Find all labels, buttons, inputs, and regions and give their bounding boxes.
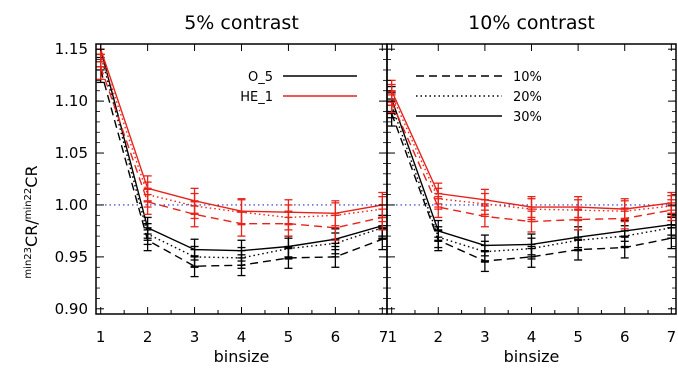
error-bar (284, 210, 293, 237)
error-bar (480, 205, 489, 228)
error-bar (667, 199, 676, 222)
x-tick-label: 2 (143, 328, 153, 346)
y-axis-label-sup2: min22 (23, 188, 34, 220)
error-bar (387, 91, 396, 114)
x-tick-label: 5 (573, 328, 583, 346)
error-bar (434, 229, 443, 252)
x-tick-label: 4 (527, 328, 537, 346)
x-tick-label: 1 (388, 328, 398, 346)
error-bar (574, 208, 583, 231)
error-bar (620, 207, 629, 230)
legend-styles: 10% 20% 30% (416, 70, 542, 125)
error-bar (190, 201, 199, 228)
legend-label: HE_1 (240, 90, 273, 105)
error-bar (480, 250, 489, 273)
x-tick-label: 3 (190, 328, 200, 346)
error-bar (574, 238, 583, 261)
error-bar (378, 228, 387, 251)
error-bar (620, 236, 629, 259)
y-tick-label: 0.90 (55, 300, 88, 318)
series-group (96, 44, 387, 278)
error-bar (331, 245, 340, 268)
panel-1: 5% contrast 1 2 3 4 5 6 7 0.90 0.95 1.00 1.05 1.10 1.… (55, 12, 389, 366)
x-tick-label: 5 (284, 328, 294, 346)
y-tick-label: 1.05 (55, 144, 88, 162)
x-axis-label: binsize (214, 347, 270, 366)
x-tick-label: 7 (667, 328, 677, 346)
y-axis-label: min23CR/min22CR (22, 165, 41, 278)
error-bar (237, 210, 246, 237)
legend-label: 10% (513, 70, 542, 85)
x-tick-label: 1 (96, 328, 106, 346)
x-tick-label: 3 (480, 328, 490, 346)
error-bar (143, 229, 152, 252)
panel-2: 10% contrast 1 2 3 4 5 6 7 binsize 10% 20% 30% (386, 12, 677, 366)
x-tick-label: 7 (379, 328, 389, 346)
x-tick-label: 4 (237, 328, 247, 346)
legend-instruments: O_5 HE_1 (240, 70, 357, 105)
legend-label: 30% (513, 110, 542, 125)
panel-title: 5% contrast (184, 12, 299, 34)
series-HE_1-solid-line (391, 90, 672, 210)
error-bar (96, 53, 105, 80)
error-bar (331, 214, 340, 241)
series-HE_1-solid-line (100, 48, 383, 214)
y-tick-label: 1.00 (55, 196, 88, 214)
error-bar (527, 245, 536, 268)
legend-label: 20% (513, 90, 542, 105)
y-axis-label-main1: CR (22, 225, 41, 247)
error-bar (284, 246, 293, 269)
series-HE_1-dotted-line (100, 54, 383, 219)
y-tick-label: 1.10 (55, 92, 88, 110)
y-tick-label: 0.95 (55, 248, 88, 266)
y-axis-label-sup1: min23 (23, 247, 34, 279)
error-bar (667, 227, 676, 250)
error-bar (237, 254, 246, 277)
panel-title: 10% contrast (468, 12, 595, 34)
error-bar (527, 210, 536, 233)
x-tick-label: 6 (331, 328, 341, 346)
error-bar (143, 188, 152, 215)
x-tick-label: 2 (434, 328, 444, 346)
error-bar (190, 255, 199, 278)
y-axis-label-main2: CR (22, 165, 41, 187)
y-tick-label: 1.15 (55, 40, 88, 58)
error-bar (434, 196, 443, 219)
x-axis-label: binsize (504, 347, 560, 366)
y-axis-label-separator: / (22, 219, 41, 225)
series-group (387, 79, 676, 273)
legend-label: O_5 (248, 70, 273, 85)
x-tick-label: 6 (620, 328, 630, 346)
svg-text:min23CR/min22CR: min23CR/min22CR (22, 165, 41, 278)
